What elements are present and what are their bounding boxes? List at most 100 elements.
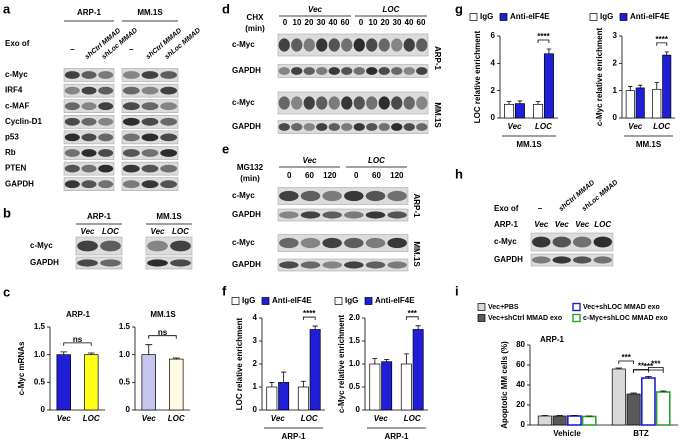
annotation: **** [537,32,550,41]
label: GAPDH [5,179,34,188]
y-tick-label: 1.0 [119,350,131,359]
band [303,38,315,52]
band [391,67,403,75]
x-tick-label: LOC [404,414,421,423]
bar [266,386,278,411]
annotation: *** [622,353,632,362]
label: LOC [368,156,385,165]
error-bar [630,392,637,394]
x-axis-label: ARP-1 [281,432,306,441]
legend-label: c-Myc+shLOC MMAD exo [583,315,668,322]
label: GAPDH [232,210,261,219]
x-tick-label: Vec [628,122,642,131]
error-bar [541,415,549,416]
band [378,67,390,75]
label: Vec [575,220,589,229]
bar [56,354,71,411]
error-bar [269,382,275,387]
legend-swatch [572,313,581,323]
error-bar [300,380,306,387]
band [81,117,97,126]
legend-label: Vec+shLOC MMAD exo [583,304,660,311]
y-tick-label: 2 [491,86,496,95]
band [81,133,97,142]
error-bar [628,86,633,91]
panel-label: d [222,1,230,16]
label: 20 [381,18,390,27]
y-tick-label: 0.5 [119,377,131,386]
y-tick-label: 0.5 [34,377,46,386]
bar [537,415,552,426]
error-bar [145,344,153,355]
band [279,237,299,249]
band [64,180,80,189]
band [353,96,365,110]
band [170,259,191,267]
bar [141,354,156,411]
band [593,256,612,264]
band [64,133,80,142]
band [532,256,551,264]
band [366,123,378,131]
band [278,38,290,52]
band [141,102,159,111]
band [278,123,290,131]
x-tick-label: Vehicle [553,429,581,438]
band [122,149,140,157]
label: LOC [172,227,189,236]
band [98,180,114,189]
legend-label: IgG [345,296,358,305]
band [141,180,159,189]
band [81,71,97,79]
label: c-Myc [5,70,28,79]
legend-swatch [231,297,240,305]
band [403,123,415,131]
error-bar [517,100,523,104]
label: – [129,45,134,54]
y-tick-label: 6 [491,31,496,40]
y-tick-label: 2 [253,359,258,368]
annotation: ** [638,362,645,371]
band [403,67,415,75]
bar [566,415,582,426]
band [122,71,140,79]
y-axis-label: c-Myc relative enrichment [337,315,346,414]
blot [277,91,429,115]
bar [297,386,309,411]
label: Vec [555,220,569,229]
label: 0 [287,171,292,180]
label: 60 [372,171,381,180]
y-tick-label: 0 [521,420,526,429]
band [366,96,378,110]
label: Vec [303,156,317,165]
y-tick-label: 1.0 [349,359,361,368]
band [341,38,353,52]
blot [277,33,429,57]
band [328,123,340,131]
bar [278,382,290,411]
band [353,67,365,75]
band [141,149,159,157]
label: 0 [354,171,359,180]
bar [169,358,184,411]
bar [533,103,544,119]
band [77,259,98,267]
band [303,67,315,75]
y-tick-label: 1.5 [119,322,131,331]
legend-label: Anti-eIF4E [375,296,415,305]
y-axis-label: c-Myc relative enrichment [595,28,604,127]
band [416,38,428,52]
label: 0 [283,18,288,27]
legend-swatch [499,13,508,21]
annotation: **** [656,35,669,44]
bar [84,354,99,411]
band [291,38,303,52]
band [122,133,140,142]
y-tick-label: 1 [253,382,258,391]
legend-swatch [469,13,478,21]
y-tick-label: 80 [516,340,525,349]
x-axis-label: MM.1S [636,140,662,149]
annotation: *** [644,362,654,371]
band [147,259,168,267]
panel-label: e [222,141,229,156]
